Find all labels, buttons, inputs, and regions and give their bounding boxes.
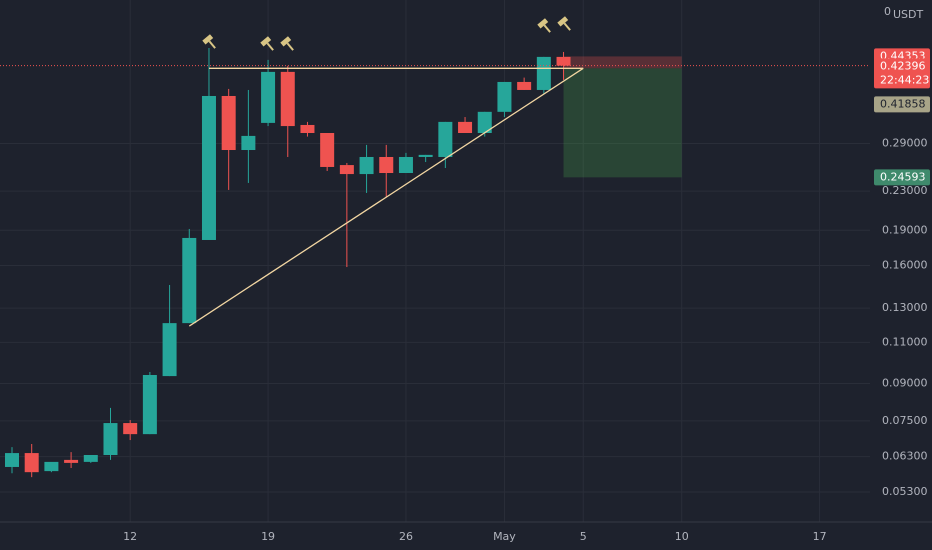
hammer-icon	[260, 36, 274, 51]
candle-body	[300, 124, 315, 134]
candle-body	[5, 453, 19, 467]
trend-line	[188, 67, 584, 327]
x-tick-label: 26	[399, 530, 413, 543]
candle-body	[398, 156, 413, 173]
candle-body	[44, 461, 59, 472]
currency-label: USDT	[893, 8, 924, 21]
x-tick-label: 5	[580, 530, 587, 543]
y-tick-label: 0.19000	[882, 223, 928, 236]
candle-body	[201, 95, 216, 240]
event-icons	[202, 16, 571, 51]
candle-body	[339, 165, 354, 175]
candle-body	[123, 423, 138, 435]
y-tick-label: 0.29000	[882, 137, 928, 150]
candle-body	[438, 121, 453, 157]
candle-body	[64, 459, 79, 463]
plot-area	[0, 48, 870, 478]
candle-body	[221, 95, 236, 151]
price-label-bg	[874, 96, 930, 113]
candle-body	[182, 237, 197, 324]
y-tick-label: 0.13000	[882, 301, 928, 314]
x-tick-label: May	[493, 530, 516, 543]
x-tick-label: 17	[813, 530, 827, 543]
candle-body	[320, 133, 335, 167]
candle-body	[162, 323, 177, 377]
candle-body	[280, 71, 295, 127]
y-tick-label: 0.09000	[882, 376, 928, 389]
price-label-bg	[874, 169, 930, 186]
stop-zone	[563, 56, 682, 69]
price-label: 0.42396	[880, 59, 926, 72]
candle-body	[142, 374, 157, 435]
y-tick-label: 0.07500	[882, 414, 928, 427]
candle-body	[241, 135, 256, 151]
hammer-icon	[202, 34, 216, 49]
candle-body	[379, 156, 394, 173]
candle-body	[418, 154, 433, 157]
price-label-bg	[874, 58, 930, 89]
y-tick-label: 0.16000	[882, 258, 928, 271]
x-tick-label: 12	[123, 530, 137, 543]
target-zone	[563, 68, 682, 178]
y-tick-label: 0.11000	[882, 335, 928, 348]
candle-body	[517, 81, 532, 90]
candle-body	[497, 81, 512, 112]
price-label: 0.24593	[880, 170, 926, 183]
candle-body	[359, 156, 374, 175]
y-tick-label: 0.06300	[882, 450, 928, 463]
candle-body	[103, 423, 118, 455]
axis-top-label: 0	[884, 5, 891, 18]
y-tick-label: 0.05300	[882, 485, 928, 498]
hammer-icon	[280, 36, 294, 51]
price-axis: 0.05300 0.06300 0.07500 0.09000 0.11000 0.130…	[0, 48, 932, 543]
price-label: 0.41858	[880, 97, 926, 110]
candle-body	[83, 454, 98, 462]
y-tick-label: 0.23000	[882, 184, 928, 197]
candle-body	[477, 111, 492, 134]
candle-body	[458, 121, 473, 134]
countdown-label: 22:44:23	[880, 73, 929, 86]
candle-body	[536, 56, 551, 90]
candle-body	[24, 453, 39, 473]
x-tick-label: 19	[261, 530, 275, 543]
x-tick-label: 10	[675, 530, 689, 543]
hammer-icon	[557, 16, 571, 31]
candle-body	[556, 56, 571, 66]
candle-body	[261, 71, 276, 123]
hammer-icon	[537, 18, 551, 33]
